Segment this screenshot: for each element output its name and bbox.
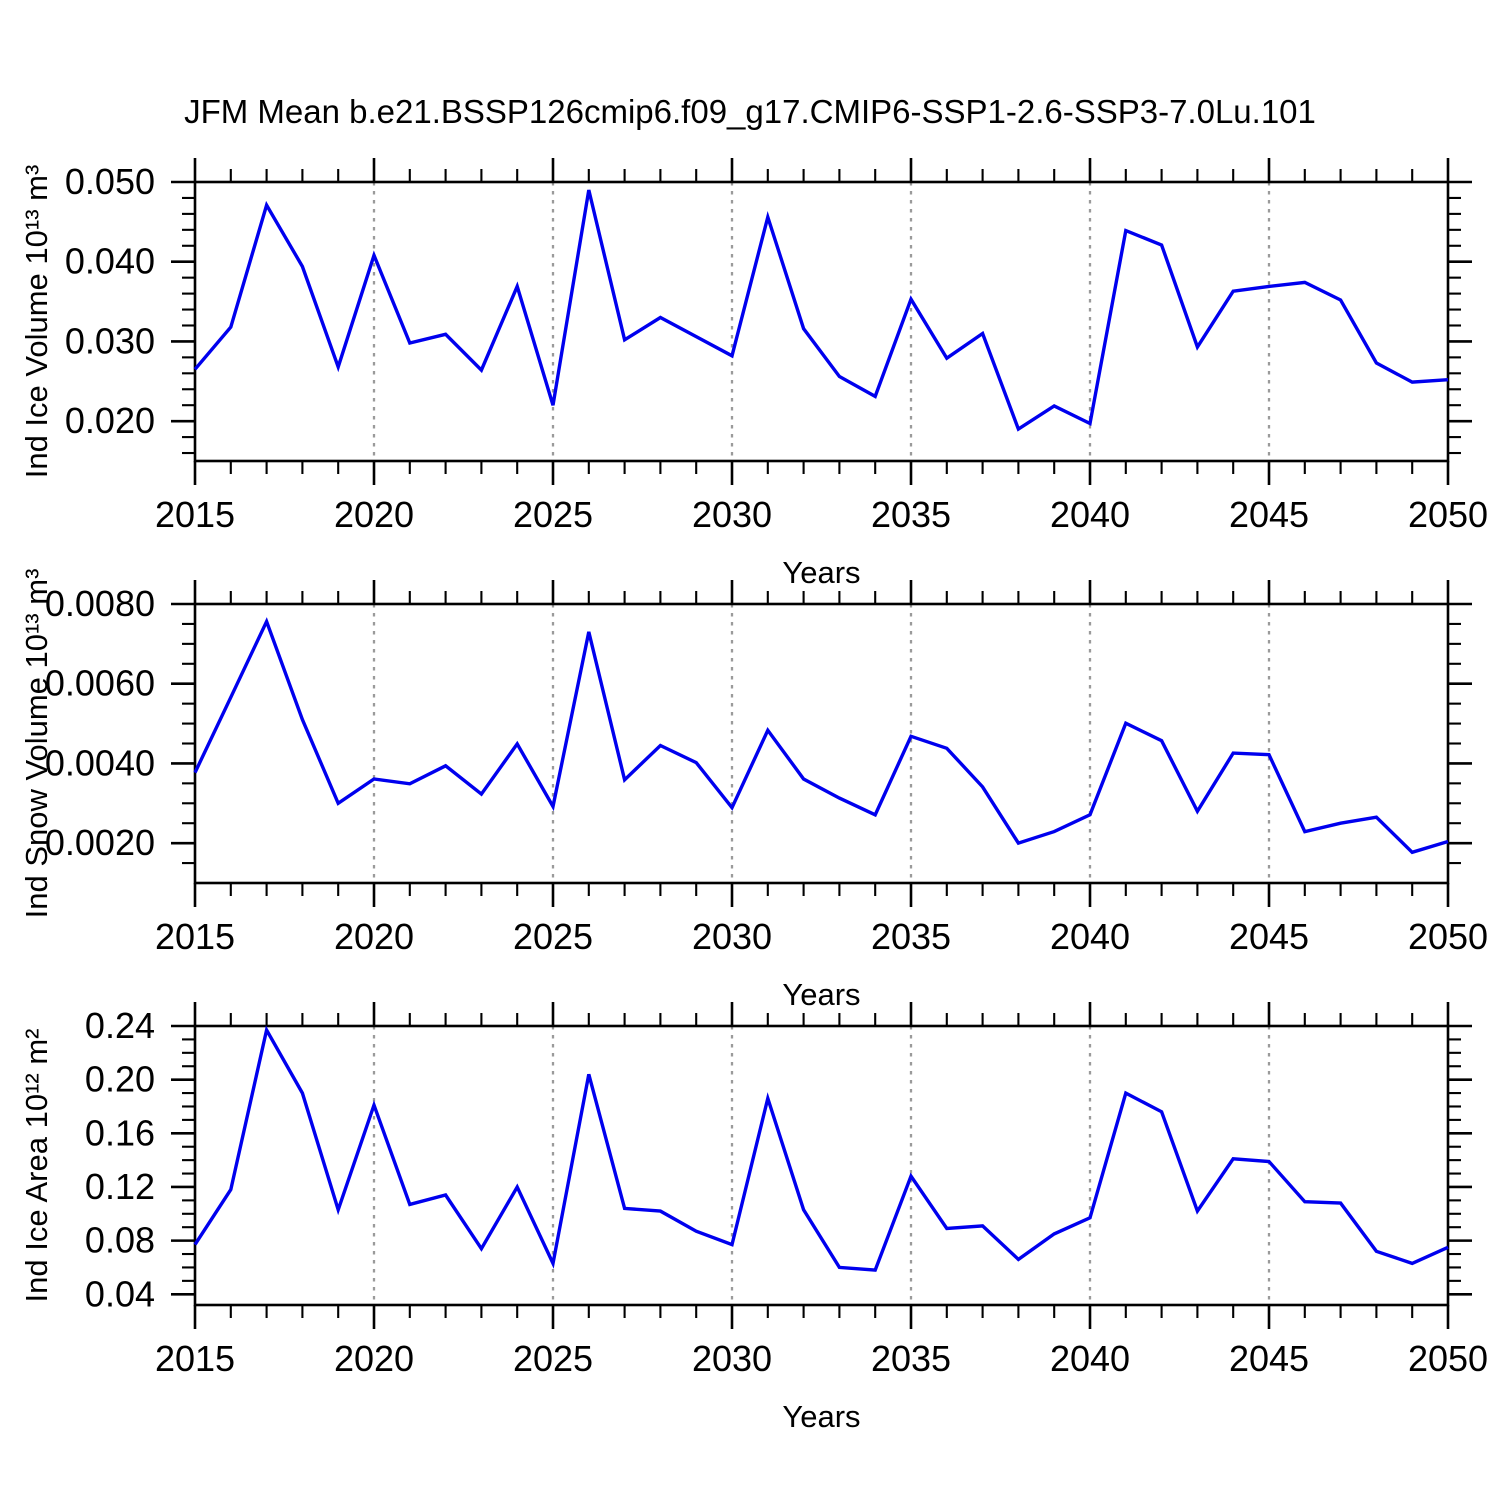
plot-frame — [193, 180, 1450, 463]
x-tick-label: 2025 — [513, 1338, 593, 1379]
y-tick-label: 0.08 — [85, 1220, 155, 1261]
y-tick-label: 0.16 — [85, 1112, 155, 1153]
y-tick-label: 0.0080 — [45, 583, 155, 624]
y-tick-label: 0.24 — [85, 1005, 155, 1046]
x-tick-label: 2025 — [513, 916, 593, 957]
data-line — [193, 1025, 1449, 1272]
y-tick-label: 0.030 — [65, 320, 155, 361]
y-tick-label: 0.0020 — [45, 822, 155, 863]
x-tick-label: 2030 — [692, 916, 772, 957]
plot-frame — [193, 602, 1450, 885]
x-tick-label: 2050 — [1408, 1338, 1488, 1379]
y-tick-label: 0.020 — [65, 400, 155, 441]
panel-1: 2015 2020 2025 2030 2035 2040 2045 2050 0.020 0.0… — [19, 158, 1488, 590]
x-tick-label: 2045 — [1229, 494, 1309, 535]
x-tick-label: 2035 — [871, 494, 951, 535]
y-tick-label: 0.040 — [65, 241, 155, 282]
x-axis-title: Years — [782, 1399, 860, 1434]
x-tick-label: 2015 — [155, 494, 235, 535]
panel-3: 2015 2020 2025 2030 2035 2040 2045 2050 0.04 0.08… — [19, 1002, 1488, 1434]
x-tick-label: 2025 — [513, 494, 593, 535]
plot-frame — [193, 1024, 1450, 1307]
y-tick-label: 0.12 — [85, 1166, 155, 1207]
y-tick-label: 0.0040 — [45, 742, 155, 783]
y-tick-label: 0.04 — [85, 1273, 155, 1314]
x-tick-label: 2020 — [334, 916, 414, 957]
y-tick-label: 0.050 — [65, 161, 155, 202]
y-axis-title: Ind Ice Area 10¹² m² — [19, 1029, 54, 1303]
x-tick-label: 2020 — [334, 494, 414, 535]
x-tick-label: 2050 — [1408, 494, 1488, 535]
y-tick-label: 0.0060 — [45, 663, 155, 704]
data-line — [193, 617, 1449, 855]
x-tick-label: 2030 — [692, 1338, 772, 1379]
x-tick-label: 2045 — [1229, 1338, 1309, 1379]
x-tick-label: 2035 — [871, 916, 951, 957]
x-tick-label: 2040 — [1050, 916, 1130, 957]
x-tick-label: 2040 — [1050, 494, 1130, 535]
x-axis-title: Years — [782, 977, 860, 1012]
x-tick-label: 2015 — [155, 916, 235, 957]
x-axis-title: Years — [782, 555, 860, 590]
x-tick-label: 2020 — [334, 1338, 414, 1379]
x-tick-label: 2030 — [692, 494, 772, 535]
data-line — [193, 189, 1449, 432]
x-tick-label: 2050 — [1408, 916, 1488, 957]
y-tick-label: 0.20 — [85, 1059, 155, 1100]
y-axis-title: Ind Ice Volume 10¹³ m³ — [19, 165, 54, 479]
chart-title: JFM Mean b.e21.BSSP126cmip6.f09_g17.CMIP… — [184, 93, 1316, 130]
panel-2: 2015 2020 2025 2030 2035 2040 2045 2050 0.0020 0.… — [19, 569, 1488, 1012]
x-tick-label: 2035 — [871, 1338, 951, 1379]
x-tick-label: 2045 — [1229, 916, 1309, 957]
x-tick-label: 2015 — [155, 1338, 235, 1379]
x-tick-label: 2040 — [1050, 1338, 1130, 1379]
y-axis-title: Ind Snow Volume 10¹³ m³ — [19, 569, 54, 919]
